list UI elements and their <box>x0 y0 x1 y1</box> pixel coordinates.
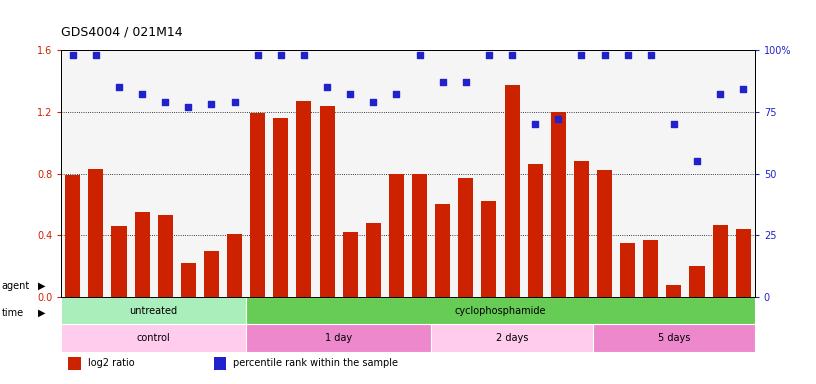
Bar <box>593 324 755 352</box>
Bar <box>574 161 589 297</box>
Text: cyclophosphamide: cyclophosphamide <box>455 306 546 316</box>
Point <box>205 101 218 108</box>
Bar <box>412 174 427 297</box>
Bar <box>214 356 226 370</box>
Bar <box>135 212 149 297</box>
Point <box>158 99 172 105</box>
Point <box>390 91 403 98</box>
Bar <box>320 106 335 297</box>
Bar <box>246 324 431 352</box>
Point <box>667 121 681 127</box>
Bar <box>366 223 381 297</box>
Bar <box>65 175 80 297</box>
Text: percentile rank within the sample: percentile rank within the sample <box>233 358 398 368</box>
Point <box>113 84 126 90</box>
Point <box>228 99 242 105</box>
Bar <box>61 324 246 352</box>
Point <box>135 91 149 98</box>
Point <box>66 52 79 58</box>
Point <box>274 52 287 58</box>
Point <box>505 52 519 58</box>
Point <box>459 79 472 85</box>
Point <box>482 52 495 58</box>
Bar <box>227 234 242 297</box>
Bar <box>204 251 219 297</box>
Bar <box>343 232 357 297</box>
Bar <box>504 86 520 297</box>
Bar <box>296 101 312 297</box>
Text: agent: agent <box>2 281 30 291</box>
Text: 2 days: 2 days <box>496 333 528 343</box>
Bar <box>389 174 404 297</box>
Bar <box>643 240 659 297</box>
Bar <box>528 164 543 297</box>
Bar <box>157 215 173 297</box>
Point <box>251 52 264 58</box>
Point <box>552 116 565 122</box>
Text: untreated: untreated <box>130 306 178 316</box>
Text: ▶: ▶ <box>38 281 46 291</box>
Bar <box>88 169 104 297</box>
Point <box>621 52 634 58</box>
Bar <box>435 204 450 297</box>
Point <box>713 91 726 98</box>
Bar <box>690 266 704 297</box>
Text: control: control <box>137 333 171 343</box>
Bar <box>481 201 496 297</box>
Point <box>690 158 703 164</box>
Point <box>298 52 311 58</box>
Point <box>321 84 334 90</box>
Point <box>89 52 103 58</box>
Text: 1 day: 1 day <box>325 333 353 343</box>
Point <box>366 99 379 105</box>
Point <box>575 52 588 58</box>
Point <box>182 104 195 110</box>
Bar <box>597 170 612 297</box>
Point <box>436 79 449 85</box>
Bar <box>459 178 473 297</box>
Bar <box>620 243 635 297</box>
Point <box>645 52 658 58</box>
Point <box>598 52 611 58</box>
Bar <box>712 225 728 297</box>
Point <box>344 91 357 98</box>
Bar <box>68 356 81 370</box>
Bar <box>181 263 196 297</box>
Text: 5 days: 5 days <box>658 333 690 343</box>
Bar <box>667 285 681 297</box>
Bar <box>273 118 288 297</box>
Point <box>413 52 426 58</box>
Text: log2 ratio: log2 ratio <box>87 358 134 368</box>
Bar <box>551 112 565 297</box>
Point <box>737 86 750 93</box>
Bar <box>246 297 755 324</box>
Text: time: time <box>2 308 24 318</box>
Bar <box>736 229 751 297</box>
Bar <box>251 113 265 297</box>
Text: GDS4004 / 021M14: GDS4004 / 021M14 <box>61 25 183 38</box>
Bar <box>61 297 246 324</box>
Bar <box>112 226 126 297</box>
Point <box>529 121 542 127</box>
Bar <box>431 324 593 352</box>
Text: ▶: ▶ <box>38 308 46 318</box>
